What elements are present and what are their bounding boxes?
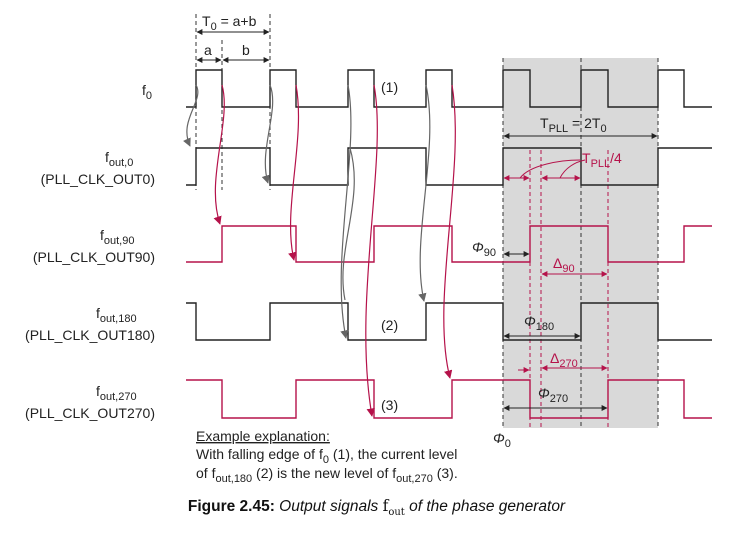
label-fout270: fout,270 <box>96 383 137 403</box>
delta90-label: Δ90 <box>553 255 575 275</box>
caption-text-a: Output signals <box>274 498 383 515</box>
caption-text-b: of the phase generator <box>404 498 566 515</box>
a-label: a <box>204 42 212 58</box>
label-fout0-pin: (PLL_CLK_OUT0) <box>41 171 155 187</box>
figure-caption: Figure 2.45: Output signals fout of the … <box>0 497 753 518</box>
phi270-label: Φ270 <box>538 385 568 405</box>
marker-3: (3) <box>381 397 398 413</box>
waveform-fout90 <box>186 225 712 263</box>
waveform-f0 <box>186 69 712 108</box>
tpll-label: TPLL = 2T0 <box>540 115 607 135</box>
t0-label: T0 = a+b <box>202 13 257 33</box>
waveform-fout180 <box>186 302 712 341</box>
explanation-line1: With falling edge of f0 (1), the current… <box>196 446 457 466</box>
label-fout90: fout,90 <box>100 227 134 247</box>
figure-number: Figure 2.45: <box>187 498 275 515</box>
caption-symbol-sub: out <box>388 507 405 519</box>
marker-1: (1) <box>381 79 398 95</box>
b-label: b <box>242 42 250 58</box>
label-fout0: fout,0 <box>105 149 133 169</box>
phi0-label: Φ0 <box>493 430 511 450</box>
label-fout90-pin: (PLL_CLK_OUT90) <box>33 249 155 265</box>
tpll-quarter-arrows <box>503 159 586 181</box>
caption-symbol: f <box>382 497 389 515</box>
explanation-title: Example explanation: <box>196 428 330 444</box>
marker-2: (2) <box>381 317 398 333</box>
label-fout270-pin: (PLL_CLK_OUT270) <box>25 405 155 421</box>
waveform-fout270 <box>186 379 712 419</box>
label-fout180: fout,180 <box>96 305 137 325</box>
explanation-line2: of fout,180 (2) is the new level of fout… <box>196 465 458 485</box>
waveform-fout0 <box>186 147 712 186</box>
phi90-label: Φ90 <box>472 239 496 259</box>
label-fout180-pin: (PLL_CLK_OUT180) <box>25 327 155 343</box>
edge-causality-curves <box>183 84 456 417</box>
delta270-label: Δ270 <box>550 350 578 370</box>
phi180-label: Φ180 <box>524 313 554 333</box>
tpll-quarter-label: TPLL/4 <box>582 150 622 170</box>
label-f0: f0 <box>142 82 152 102</box>
